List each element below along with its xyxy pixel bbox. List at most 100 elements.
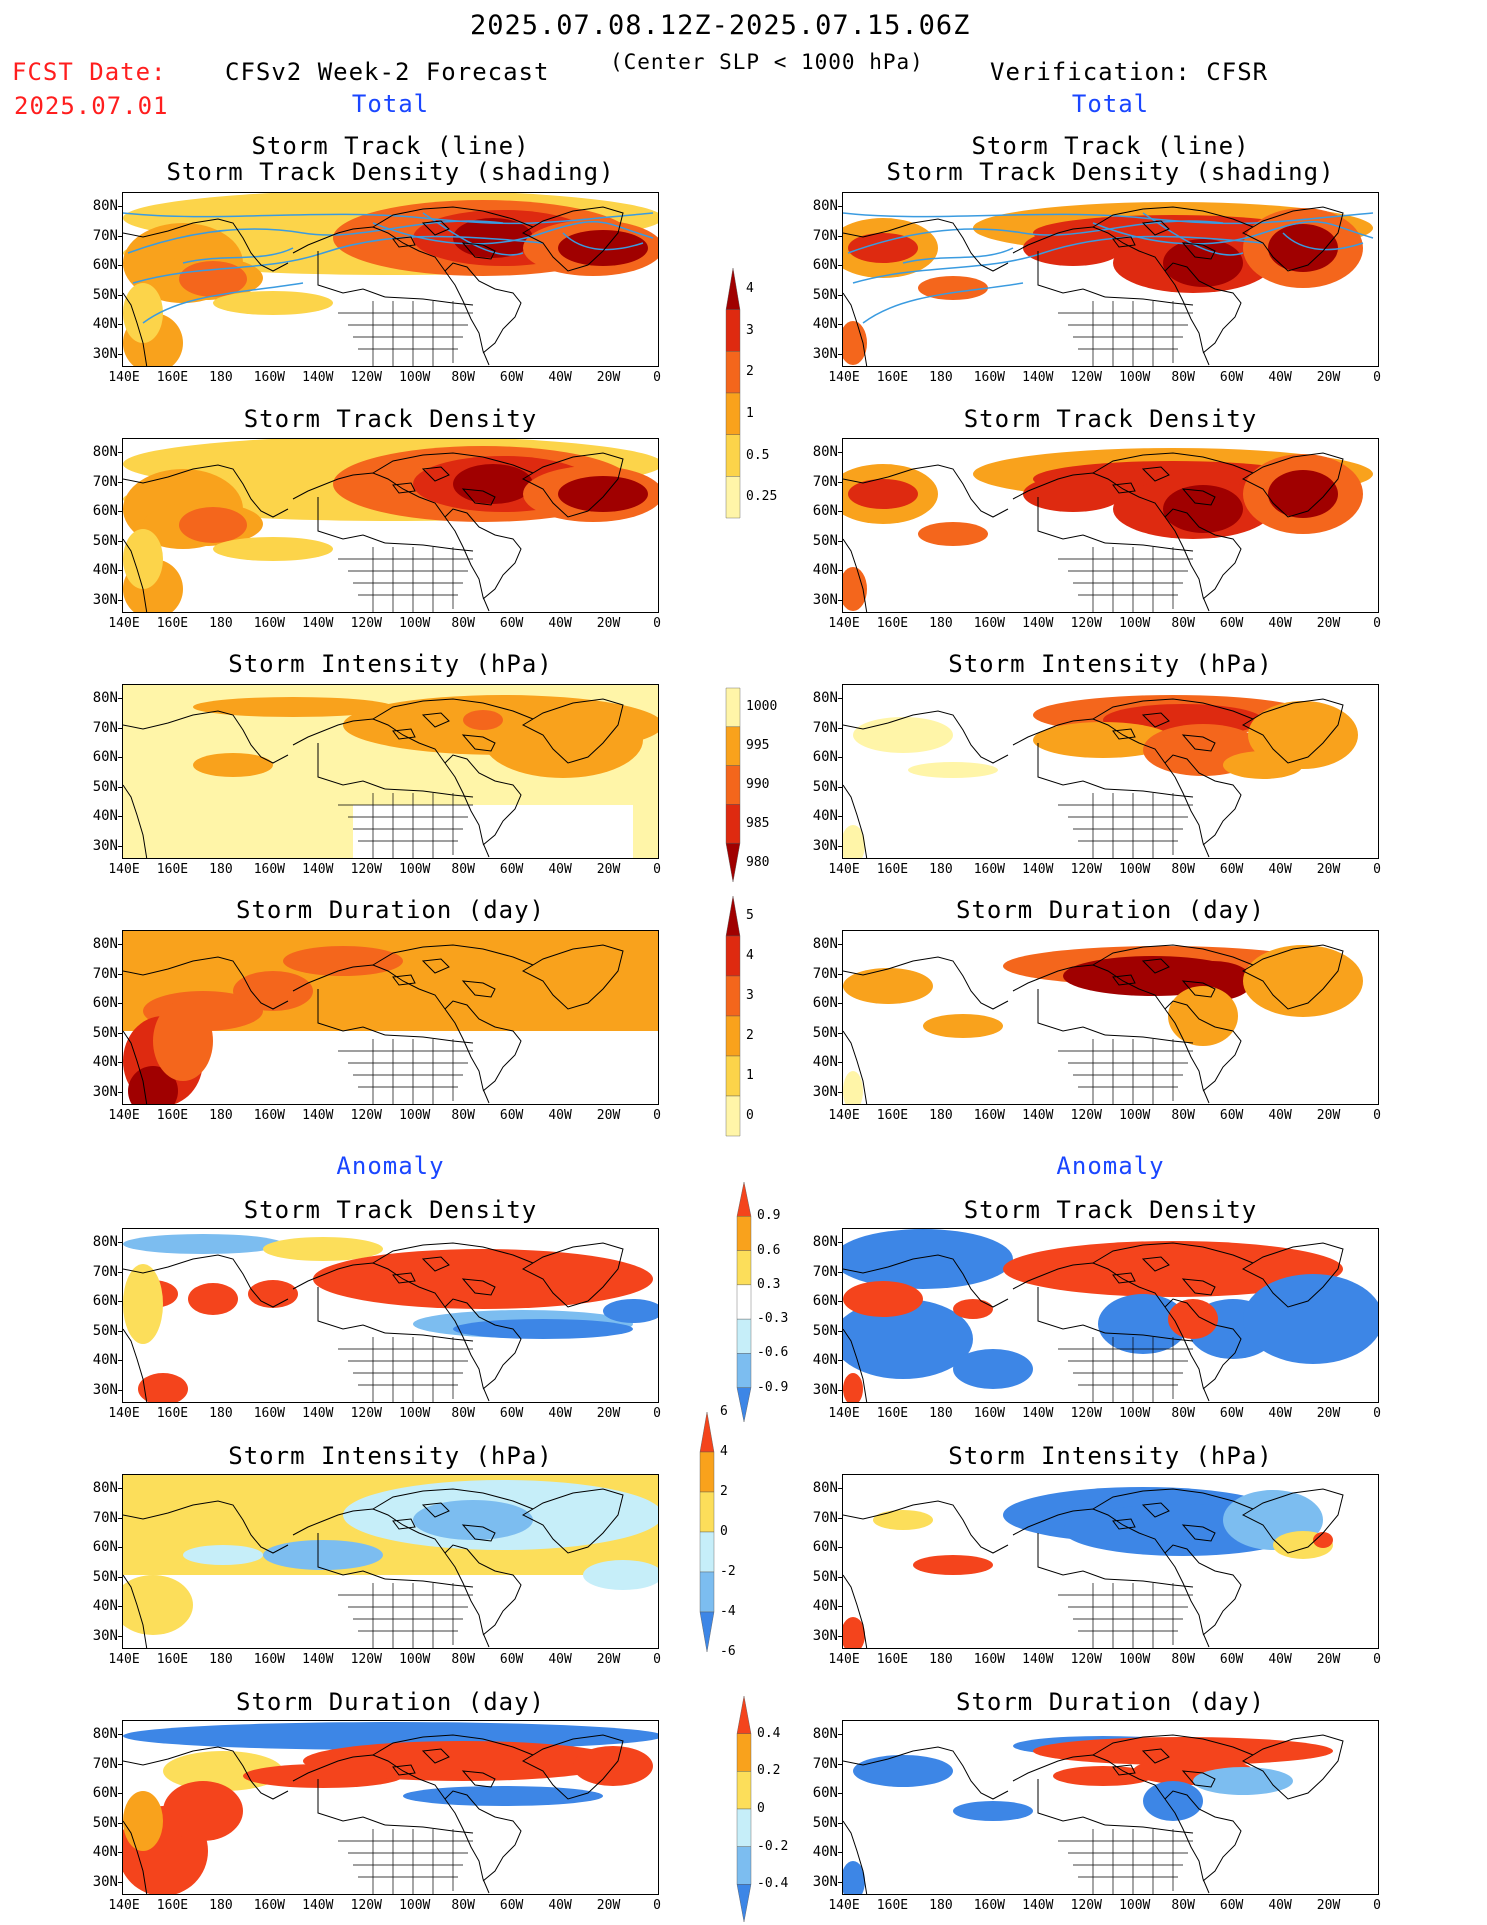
verification-title: Verification: CFSR — [990, 58, 1269, 86]
field-region — [179, 507, 247, 543]
colorbar-segment — [736, 1353, 752, 1388]
coastline — [843, 464, 1009, 518]
lat-tick-mark — [118, 1032, 122, 1034]
lat-tick-mark — [118, 206, 122, 207]
lat-tick-label: 30N — [92, 1874, 118, 1890]
lat-tick-label: 30N — [812, 1874, 838, 1890]
coastline — [843, 218, 1009, 272]
field-region — [558, 230, 648, 266]
field-region — [1163, 485, 1243, 533]
lon-tick-label: 100W — [1119, 370, 1151, 385]
panel-title-track-shading-left: Storm Track Density (shading) — [166, 158, 615, 186]
lat-tick-label: 30N — [812, 1382, 838, 1398]
lon-tick-label: 0 — [653, 1898, 661, 1913]
field-clear — [353, 805, 633, 858]
lat-tick-label: 50N — [812, 1814, 838, 1831]
lat-tick-label: 60N — [92, 749, 118, 766]
lon-tick-label: 100W — [399, 370, 431, 385]
coastline — [843, 784, 868, 858]
storm-track-line — [562, 232, 644, 251]
lat-tick-label: 30N — [92, 838, 118, 854]
lat-tick-mark — [838, 1003, 842, 1005]
field-region — [843, 1617, 865, 1648]
coastline — [1141, 220, 1170, 236]
lat-tick-label: 70N — [812, 1263, 838, 1280]
colorbar-segment — [736, 1284, 752, 1320]
coastline — [461, 242, 496, 260]
colorbar-label: 0.6 — [757, 1242, 781, 1258]
fcst-date-label: FCST Date: — [12, 58, 167, 86]
coastline — [1104, 1824, 1194, 1834]
field-region — [179, 261, 247, 297]
field-region — [603, 1299, 658, 1323]
lon-tick-label: 60W — [1219, 1406, 1244, 1421]
lat-tick-mark — [118, 294, 122, 296]
coastline — [1181, 1524, 1216, 1542]
colorbar-intensity-total — [725, 687, 741, 883]
coastline — [372, 452, 534, 474]
coastline — [1164, 1000, 1242, 1092]
coastline — [843, 292, 868, 366]
lon-tick-label: 140E — [828, 370, 860, 385]
lat-tick-mark — [118, 1390, 122, 1391]
lat-tick-mark — [118, 1488, 122, 1489]
lon-tick-label: 140E — [828, 1898, 860, 1913]
lon-tick-label: 60W — [499, 370, 524, 385]
colorbar-label: 6 — [720, 1404, 728, 1419]
lon-tick-label: 60W — [499, 1406, 524, 1421]
lat-tick-label: 80N — [92, 1234, 118, 1250]
field-region — [923, 1014, 1003, 1038]
coastline — [421, 1748, 450, 1764]
field-region — [1193, 1767, 1293, 1795]
lat-tick-label: 40N — [812, 808, 838, 825]
field-region — [953, 1349, 1033, 1389]
coastline — [421, 466, 450, 482]
map-panel — [122, 684, 659, 859]
lat-tick-mark — [838, 1763, 842, 1765]
lon-tick-label: 140E — [108, 1898, 140, 1913]
field-region — [138, 1373, 188, 1402]
lon-tick-label: 80W — [1171, 616, 1195, 631]
field-region — [843, 1861, 865, 1894]
lon-tick-label: 0 — [1373, 1406, 1381, 1421]
field-region — [1268, 470, 1338, 518]
lat-tick-mark — [118, 816, 122, 818]
coastline — [843, 538, 868, 612]
field-region — [183, 1545, 263, 1565]
coastline — [292, 1262, 490, 1402]
lon-tick-label: 40W — [1268, 1898, 1292, 1913]
lon-tick-label: 20W — [1316, 616, 1341, 631]
lat-tick-mark — [118, 727, 122, 729]
coastline — [392, 482, 416, 494]
field-region — [913, 1555, 993, 1575]
lon-tick-label: 100W — [399, 616, 431, 631]
coastline — [1104, 542, 1194, 552]
colorbar-label: 990 — [746, 777, 770, 792]
lat-tick-label: 60N — [812, 257, 838, 274]
map-panel — [122, 192, 659, 367]
lat-tick-mark — [838, 1062, 842, 1064]
lon-tick-label: 160E — [156, 1406, 189, 1421]
panel-title-anom-density-left: Storm Track Density — [243, 1196, 538, 1224]
lat-tick-label: 30N — [812, 1628, 838, 1644]
lat-tick-label: 80N — [92, 1726, 118, 1742]
field-region — [263, 1237, 383, 1261]
lon-tick-label: 180 — [209, 862, 233, 877]
lat-tick-mark — [838, 1032, 842, 1034]
lon-tick-label: 160E — [156, 862, 189, 877]
coastline — [1092, 452, 1254, 474]
coastline — [1181, 242, 1216, 260]
criterion-label: (Center SLP < 1000 hPa) — [610, 50, 924, 74]
lat-tick-mark — [118, 846, 122, 847]
section-total-left: Total — [351, 90, 430, 118]
lat-tick-mark — [118, 1517, 122, 1519]
lon-tick-label: 80W — [1171, 1898, 1195, 1913]
lat-tick-mark — [118, 1301, 122, 1303]
coastline — [1012, 718, 1210, 858]
lat-tick-mark — [118, 1242, 122, 1243]
lon-tick-label: 60W — [499, 616, 524, 631]
lon-tick-label: 60W — [1219, 1652, 1244, 1667]
coastline — [292, 1508, 490, 1648]
lat-tick-label: 30N — [92, 1382, 118, 1398]
lon-tick-label: 40W — [548, 862, 572, 877]
